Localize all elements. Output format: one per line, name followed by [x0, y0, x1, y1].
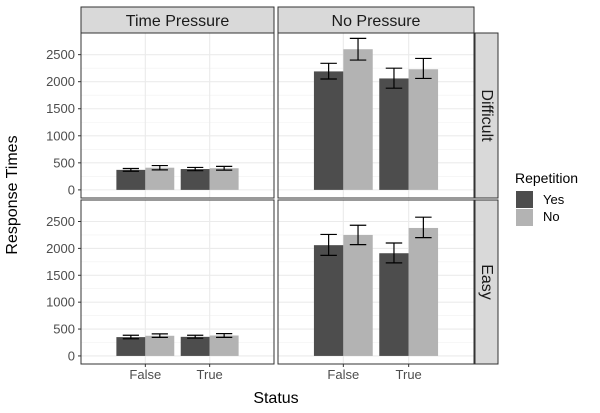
x-tick-label-false: False	[129, 367, 161, 382]
panel-no-pressure-easy-bar-yes-true	[379, 253, 409, 356]
column-strip-no-pressure	[277, 6, 475, 34]
panel-time-pressure-easy-bar-no-false	[145, 335, 175, 356]
panel-time-pressure-easy-bar-no-true	[209, 335, 239, 356]
panel-no-pressure-easy-bar-yes-false	[313, 245, 344, 356]
y-tick-label-0: 0	[68, 348, 75, 363]
panel-no-pressure-difficult-bar-yes-false	[313, 71, 344, 190]
panel-no-pressure-difficult-border	[277, 32, 475, 199]
panel-time-pressure-difficult-background	[81, 33, 274, 198]
y-axis-title: Response Times	[4, 135, 21, 254]
x-tick-label-true: True	[197, 367, 223, 382]
panel-no-pressure-difficult	[277, 32, 475, 199]
column-strip-time-pressure	[80, 6, 275, 34]
panel-time-pressure-difficult-bar-no-false	[145, 167, 175, 190]
panel-time-pressure-easy-bar-yes-false	[116, 337, 146, 356]
column-strip-label-no-pressure: No Pressure	[332, 13, 421, 30]
legend-swatch-yes	[516, 191, 533, 208]
row-strip-easy	[474, 199, 499, 365]
panel-time-pressure-easy-border	[80, 199, 275, 365]
panel-no-pressure-easy: False True	[277, 199, 475, 382]
panel-no-pressure-difficult-bar-no-true	[408, 69, 439, 190]
row-strip-difficult	[474, 32, 499, 199]
row-strip-label-easy: Easy	[478, 264, 495, 300]
y-tick-label-500: 500	[53, 322, 75, 337]
panel-no-pressure-easy-bar-no-true	[408, 227, 439, 356]
y-tick-label-1500: 1500	[46, 101, 75, 116]
y-tick-label-2000: 2000	[46, 74, 75, 89]
y-tick-label-2500: 2500	[46, 214, 75, 229]
y-tick-label-0: 0	[68, 182, 75, 197]
legend-label-yes: Yes	[543, 192, 565, 207]
legend-swatch-no	[516, 209, 533, 226]
row-strip-label-difficult: Difficult	[478, 89, 495, 142]
y-tick-label-1000: 1000	[46, 128, 75, 143]
panel-time-pressure-easy-background	[81, 200, 274, 364]
panel-time-pressure-difficult-bar-yes-false	[116, 169, 146, 190]
legend-title: Repetition	[515, 170, 578, 186]
x-tick-label-false: False	[327, 367, 359, 382]
panel-no-pressure-easy-background	[278, 200, 474, 364]
panel-no-pressure-easy-border	[277, 199, 475, 365]
x-tick-label-true: True	[396, 367, 422, 382]
panel-time-pressure-difficult: 0 500 1000 1500 2000 2500	[46, 32, 275, 199]
panel-no-pressure-difficult-bar-no-false	[343, 49, 373, 190]
y-tick-label-1000: 1000	[46, 295, 75, 310]
x-axis-title: Status	[253, 390, 298, 407]
legend-label-no: No	[543, 209, 560, 224]
panel-time-pressure-easy-bar-yes-true	[180, 336, 210, 356]
y-tick-label-500: 500	[53, 155, 75, 170]
y-tick-label-2000: 2000	[46, 241, 75, 256]
panel-no-pressure-difficult-background	[278, 33, 474, 198]
panel-time-pressure-easy: 0 500 1000 1500 2000 2500 False True	[46, 199, 275, 382]
panel-no-pressure-difficult-bar-yes-true	[379, 78, 409, 190]
panel-time-pressure-difficult-bar-yes-true	[180, 169, 210, 190]
column-strip-label-time-pressure: Time Pressure	[126, 13, 230, 30]
y-tick-label-1500: 1500	[46, 268, 75, 283]
panels-layer: Time Pressure No Pressure Difficult Easy 0 50…	[46, 6, 499, 382]
legend: Repetition Yes No	[515, 170, 578, 226]
panel-time-pressure-difficult-border	[80, 32, 275, 199]
panel-no-pressure-easy-bar-no-false	[343, 234, 373, 356]
panel-time-pressure-difficult-bar-no-true	[209, 168, 239, 190]
y-tick-label-2500: 2500	[46, 47, 75, 62]
